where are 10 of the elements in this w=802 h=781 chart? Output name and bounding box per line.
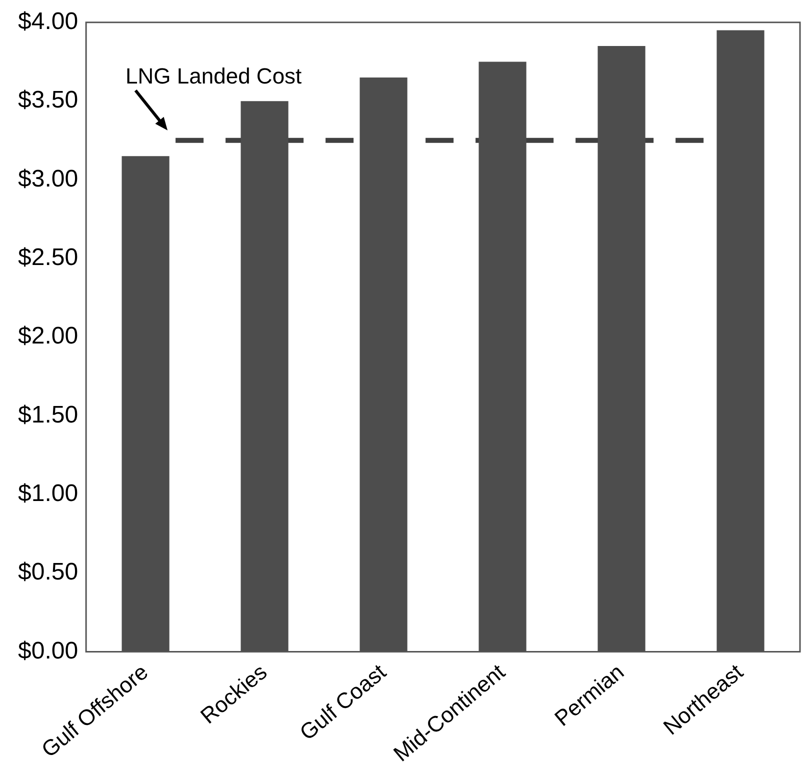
y-tick-label: $2.50: [18, 244, 78, 272]
y-tick-label: $1.00: [18, 480, 78, 508]
y-tick-label: $0.00: [18, 637, 78, 664]
y-tick-label: $3.00: [18, 165, 78, 192]
y-tick-label: $4.00: [18, 8, 78, 36]
y-tick-label: $1.50: [18, 401, 78, 428]
ref-line-label: LNG Landed Cost: [126, 63, 302, 88]
y-tick-label: $2.00: [18, 322, 78, 350]
y-tick-label: $0.50: [18, 558, 78, 586]
y-tick-label: $3.50: [18, 86, 78, 114]
